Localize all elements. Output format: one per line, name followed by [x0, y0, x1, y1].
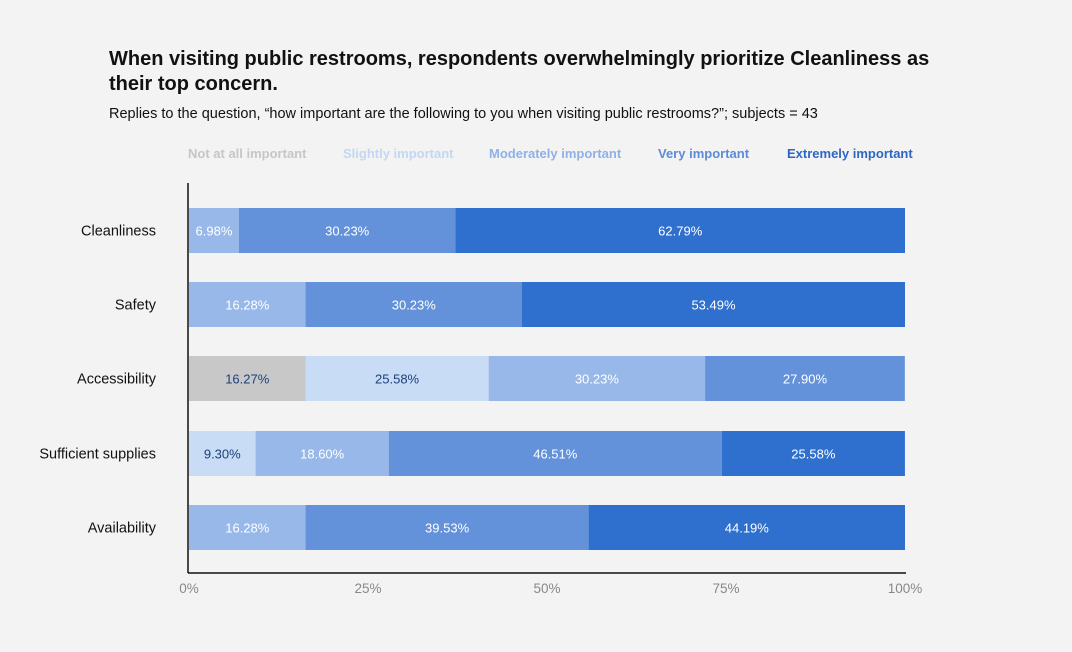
legend-item-slightly-important: Slightly important [343, 146, 454, 161]
legend-item-extremely-important: Extremely important [787, 146, 913, 161]
bar-segment-sufficient-supplies-1 [189, 431, 256, 476]
data-label-availability-3: 39.53% [425, 521, 470, 536]
data-label-sufficient-supplies-4: 25.58% [791, 447, 836, 462]
chart-subtitle: Replies to the question, “how important … [109, 106, 818, 122]
data-label-cleanliness-3: 30.23% [325, 224, 370, 239]
bar-segment-sufficient-supplies-4 [721, 431, 905, 476]
data-label-sufficient-supplies-2: 18.60% [300, 447, 345, 462]
bar-segment-sufficient-supplies-3 [388, 431, 722, 476]
x-tick-label: 50% [533, 581, 560, 596]
bar-segment-safety-2 [189, 282, 306, 327]
data-label-safety-4: 53.49% [691, 298, 736, 313]
bar-segment-cleanliness-3 [238, 208, 456, 253]
x-tick-label: 100% [888, 581, 923, 596]
legend-item-moderately-important: Moderately important [489, 146, 622, 161]
data-label-safety-3: 30.23% [392, 298, 437, 313]
category-label-cleanliness: Cleanliness [81, 224, 156, 240]
data-label-safety-2: 16.28% [225, 298, 270, 313]
bar-segment-availability-3 [305, 505, 589, 550]
bar-segment-sufficient-supplies-2 [255, 431, 389, 476]
legend: Not at all important Slightly important … [0, 146, 1072, 166]
x-tick-label: 25% [354, 581, 381, 596]
data-label-accessibility-1: 25.58% [375, 372, 420, 387]
bar-segment-availability-4 [588, 505, 905, 550]
data-label-availability-2: 16.28% [225, 521, 270, 536]
bar-segment-accessibility-1 [305, 356, 489, 401]
x-tick-label: 75% [712, 581, 739, 596]
category-label-availability: Availability [88, 521, 157, 537]
bar-segment-safety-3 [305, 282, 523, 327]
bar-segment-accessibility-2 [488, 356, 706, 401]
data-label-cleanliness-2: 6.98% [196, 224, 233, 239]
data-label-cleanliness-4: 62.79% [658, 224, 703, 239]
bar-segment-accessibility-3 [705, 356, 905, 401]
legend-item-very-important: Very important [658, 146, 750, 161]
category-label-safety: Safety [115, 298, 157, 314]
data-label-accessibility-3: 27.90% [783, 372, 828, 387]
data-label-availability-4: 44.19% [725, 521, 770, 536]
data-label-sufficient-supplies-3: 46.51% [533, 447, 578, 462]
bar-segment-availability-2 [189, 505, 306, 550]
bar-segment-cleanliness-2 [189, 208, 239, 253]
data-label-accessibility-2: 30.23% [575, 372, 620, 387]
chart-title: When visiting public restrooms, responde… [109, 48, 930, 95]
x-tick-label: 0% [179, 581, 199, 596]
category-label-accessibility: Accessibility [77, 372, 157, 388]
bar-segment-accessibility-0 [189, 356, 306, 401]
legend-item-not-at-all-important: Not at all important [188, 146, 307, 161]
data-label-sufficient-supplies-1: 9.30% [204, 447, 241, 462]
bar-segment-safety-4 [522, 282, 905, 327]
category-label-sufficient-supplies: Sufficient supplies [39, 447, 156, 463]
data-label-accessibility-0: 16.27% [225, 372, 270, 387]
bar-segment-cleanliness-4 [455, 208, 905, 253]
